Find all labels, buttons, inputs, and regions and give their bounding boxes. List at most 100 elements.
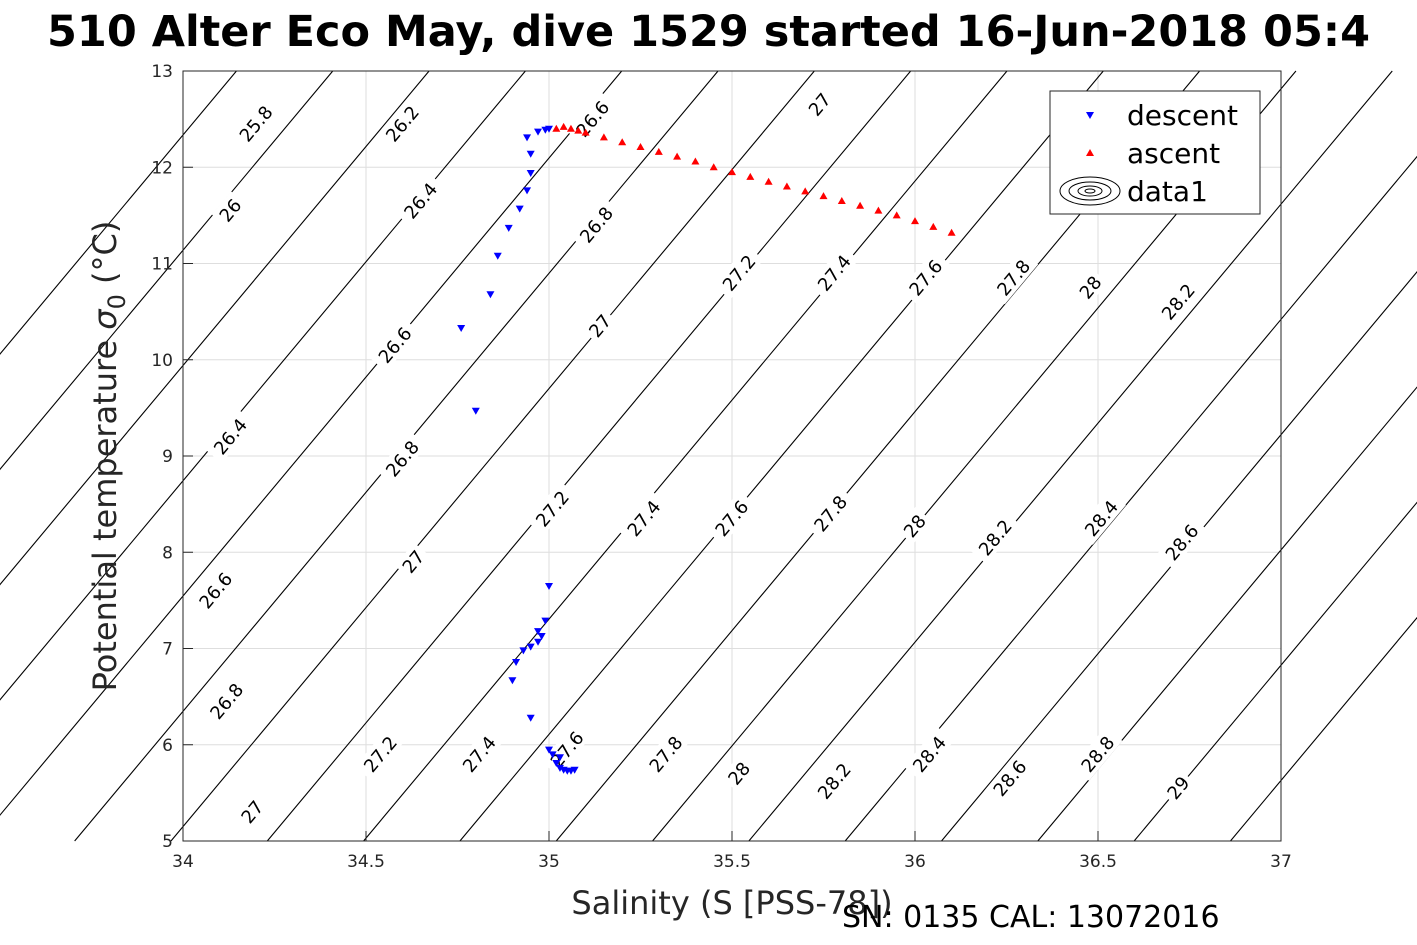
ascent-point xyxy=(581,128,590,136)
contour-label: 27 xyxy=(394,542,431,580)
contour-label-bg xyxy=(808,753,859,808)
legend: descent ascent data1 xyxy=(1049,90,1261,215)
contour-label: 26.8 xyxy=(570,197,621,252)
legend-data1-label: data1 xyxy=(1127,175,1208,208)
descent-point xyxy=(548,751,557,759)
contour-label-bg xyxy=(201,673,252,728)
x-tick-label: 36 xyxy=(904,852,926,872)
ascent-point xyxy=(636,143,645,151)
density-contour-line xyxy=(0,70,237,355)
ascent-point xyxy=(764,177,773,185)
x-tick-label: 34.5 xyxy=(347,852,385,872)
contour-label-bg xyxy=(804,486,856,541)
contour-label-bg xyxy=(640,726,691,781)
y-axis-label-subscript: 0 xyxy=(103,294,131,309)
ascent-point xyxy=(728,168,736,176)
ascent-point xyxy=(801,187,810,195)
contour-label-text: 28 xyxy=(900,511,931,542)
ascent-point xyxy=(874,206,883,214)
x-tick-label: 36.5 xyxy=(1079,852,1117,872)
ascent-point xyxy=(673,152,682,160)
y-tick-label: 11 xyxy=(151,255,173,275)
density-contour-line xyxy=(748,70,1393,842)
contour-label-bg xyxy=(706,490,757,545)
ascent-point xyxy=(709,163,718,171)
density-contour-line xyxy=(844,155,1417,842)
contour-label-bg xyxy=(987,250,1039,305)
descent-point xyxy=(523,134,532,142)
contour-label-bg xyxy=(376,96,427,151)
contour-label: 28 xyxy=(1071,268,1108,306)
x-axis-ticks: 34 34.5 35 35.5 36 36.5 37 xyxy=(172,831,1292,872)
ascent-point xyxy=(746,172,755,180)
contour-label-text: 27 xyxy=(585,311,616,342)
contour-label-bg xyxy=(720,754,757,792)
contour-label: 26.6 xyxy=(190,563,241,618)
descent-point xyxy=(534,638,543,646)
density-contour-line xyxy=(1133,501,1417,842)
ascent-point xyxy=(654,147,663,155)
ascent-point xyxy=(837,196,846,204)
descent-point xyxy=(534,128,543,136)
contour-label-bg xyxy=(211,191,248,229)
contour-label: 27.6 xyxy=(900,250,951,305)
density-contour-line xyxy=(459,70,1104,842)
x-tick-label: 34 xyxy=(172,852,194,872)
contour-label-text: 28 xyxy=(1076,272,1107,303)
contour-label: 26.8 xyxy=(376,431,427,486)
ascent-point xyxy=(599,133,608,141)
descent-point xyxy=(519,647,528,655)
descent-point xyxy=(504,224,513,232)
y-axis-label-sigma: σ xyxy=(86,308,124,330)
descent-point xyxy=(486,291,495,299)
density-contour-line xyxy=(941,271,1417,842)
ascent-point xyxy=(618,138,627,146)
contour-label-bg xyxy=(233,792,270,831)
contour-label-bg xyxy=(204,409,255,464)
legend-descent-marker xyxy=(1086,112,1094,119)
descent-point xyxy=(545,582,553,590)
contour-label-text: 27 xyxy=(399,547,430,578)
contour-label: 28.6 xyxy=(1156,514,1207,569)
density-contour-line xyxy=(363,70,1008,842)
contour-label-bg xyxy=(230,96,281,151)
y-axis-label: Potential temperature σ0 (°C) xyxy=(86,221,131,692)
contour-label: 26.8 xyxy=(201,673,252,728)
ascent-point xyxy=(552,124,561,132)
contour-label-bg xyxy=(1152,274,1203,329)
density-contour-line xyxy=(0,70,430,586)
contour-label: 27.2 xyxy=(526,481,578,536)
density-contour-line xyxy=(0,70,623,816)
descent-point xyxy=(526,170,535,178)
contour-label-bg xyxy=(526,481,578,536)
ascent-point xyxy=(929,222,938,230)
contour-label-text: 27 xyxy=(238,797,269,828)
contour-label: 26.4 xyxy=(395,173,446,228)
contour-label: 26.6 xyxy=(567,91,618,146)
density-contour-line xyxy=(1037,386,1417,842)
descent-point xyxy=(537,632,546,640)
contour-label: 25.8 xyxy=(230,96,281,151)
contour-label-bg xyxy=(581,306,618,344)
ascent-point xyxy=(819,192,828,200)
x-axis-label: Salinity (S [PSS-78]) xyxy=(571,884,892,922)
contour-label: 27.8 xyxy=(987,250,1039,305)
x-tick-label: 35 xyxy=(538,852,560,872)
contour-label-bg xyxy=(394,542,431,580)
contour-label-bg xyxy=(354,726,405,781)
contour-label-bg xyxy=(713,245,764,300)
contour-label-bg xyxy=(376,431,427,486)
descent-point xyxy=(534,628,543,636)
contour-label-bg xyxy=(808,245,859,300)
contour-label: 27.4 xyxy=(808,245,859,300)
descent-point xyxy=(512,658,521,666)
descent-point xyxy=(555,754,564,762)
descent-point xyxy=(526,714,535,722)
contour-label: 27.8 xyxy=(640,726,691,781)
series-descent xyxy=(457,125,579,775)
contour-label: 27.2 xyxy=(354,726,405,781)
descent-point xyxy=(457,324,466,332)
y-tick-label: 5 xyxy=(162,832,173,852)
contour-label-bg xyxy=(984,750,1035,805)
